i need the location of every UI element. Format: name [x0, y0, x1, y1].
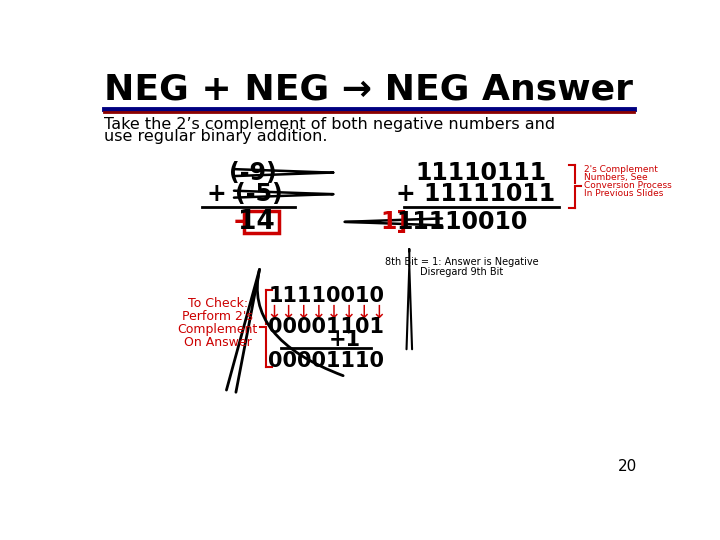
Text: + (-5): + (-5): [207, 182, 283, 206]
Text: 1]: 1]: [381, 210, 408, 234]
Text: Perform 2's: Perform 2's: [182, 310, 253, 323]
Text: Numbers, See: Numbers, See: [585, 173, 648, 182]
Text: use regular binary addition.: use regular binary addition.: [104, 129, 328, 144]
Text: To Check:: To Check:: [188, 297, 248, 310]
Text: 00001110: 00001110: [269, 351, 384, 372]
Text: On Answer: On Answer: [184, 336, 252, 349]
Text: + 11111011: + 11111011: [397, 182, 556, 206]
Text: 11110111: 11110111: [416, 160, 547, 185]
Text: 00001101: 00001101: [269, 316, 384, 336]
Text: 2's Complement: 2's Complement: [585, 165, 658, 174]
Text: 11110010: 11110010: [269, 286, 384, 306]
Text: Complement: Complement: [178, 323, 258, 336]
Text: 8th Bit = 1: Answer is Negative: 8th Bit = 1: Answer is Negative: [385, 257, 539, 267]
Text: +1: +1: [329, 330, 361, 350]
Text: ↓↓↓↓↓↓↓↓: ↓↓↓↓↓↓↓↓: [266, 303, 387, 322]
Text: NEG + NEG → NEG Answer: NEG + NEG → NEG Answer: [104, 72, 634, 106]
Text: 20: 20: [618, 459, 637, 474]
Text: (-9): (-9): [229, 160, 276, 185]
Text: Take the 2’s complement of both negative numbers and: Take the 2’s complement of both negative…: [104, 117, 555, 132]
Text: Disregard 9th Bit: Disregard 9th Bit: [420, 267, 503, 277]
Text: In Previous Slides: In Previous Slides: [585, 189, 664, 198]
Text: 14: 14: [238, 209, 275, 235]
Text: -: -: [233, 209, 244, 235]
Text: 11110010: 11110010: [396, 210, 528, 234]
Text: Conversion Process: Conversion Process: [585, 181, 672, 190]
